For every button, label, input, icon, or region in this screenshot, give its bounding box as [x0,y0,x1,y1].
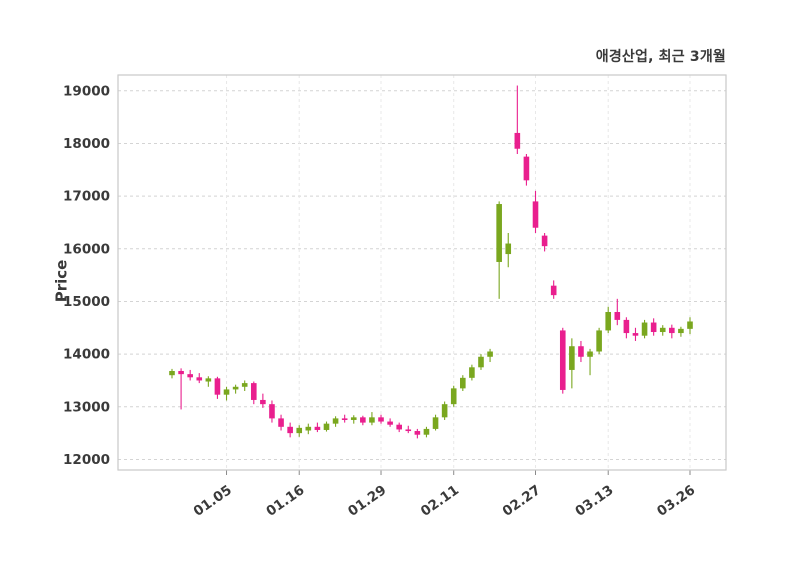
candle-body [460,377,466,389]
plot-border [117,74,727,471]
candle-body [387,421,393,425]
candle-body [232,386,239,390]
candle-body [650,322,657,333]
candle-body [341,418,348,420]
candle-body [169,370,175,376]
plot-background [118,75,726,470]
y-tick-label: 16000 [63,241,110,257]
candle-body [532,201,539,228]
y-tick-label: 14000 [63,347,110,363]
candle-body [278,418,284,427]
candle-body [569,346,575,370]
x-tick-label: 03.26 [654,482,698,520]
candle-body [287,426,293,434]
candle-body [414,431,421,435]
candle-body [323,423,330,430]
candle-body [605,312,612,331]
candle-body [369,417,375,423]
y-tick-label: 17000 [63,189,110,205]
x-tick-label: 02.27 [500,482,544,520]
candle-body [269,404,275,419]
candle-body [578,346,584,357]
candle-body [378,417,384,422]
candle-body [405,429,412,432]
y-tick-label: 13000 [63,399,110,415]
candle-body [496,204,502,262]
x-tick-label: 01.16 [263,482,307,520]
candle-body [614,312,621,320]
candle-body [523,156,530,181]
candle-body [450,388,457,405]
x-tick-label: 01.05 [191,482,235,520]
candle-body [505,243,512,255]
candle-body [196,377,203,381]
candle-body [641,322,648,336]
candle-body [478,356,484,368]
x-tick-label: 02.11 [418,482,462,520]
candle-body [587,351,593,357]
candle-body [541,235,548,247]
y-tick-label: 12000 [63,452,110,468]
candle-body [260,399,266,405]
candle-body [469,367,475,378]
candle-body [559,330,566,390]
candle-body [550,285,557,296]
candle-body [441,404,448,418]
y-tick-label: 19000 [63,83,110,99]
candle-body [659,327,666,333]
candle-body [669,327,675,334]
candle-body [332,418,339,424]
candle-body [514,132,521,149]
candle-body [487,351,493,357]
candles [169,85,693,439]
candle-body [623,319,630,334]
candle-body [187,374,193,378]
candle-body [305,426,312,431]
candle-body [432,417,439,429]
candle-body [214,378,221,395]
candle-body [687,321,693,329]
candle-body [314,426,321,430]
y-tick-label: 18000 [63,136,110,152]
candle-body [296,427,303,434]
y-axis-label: Price [52,259,71,303]
candle-body [205,378,212,382]
chart-title: 애경산업, 최근 3개월 [595,49,726,65]
candle-body [596,330,602,352]
y-tick-label: 15000 [63,294,110,310]
candle-body [360,417,366,423]
candle-body [241,383,248,387]
candle-body [423,428,430,435]
candle-body [178,370,184,375]
candle-body [250,383,257,400]
candle-body [396,424,402,430]
x-tick-label: 01.29 [345,482,389,520]
candle-body [223,389,230,395]
candle-body [678,328,684,334]
candle-body [632,333,639,336]
candle-body [350,417,357,420]
x-tick-label: 03.13 [572,482,616,520]
